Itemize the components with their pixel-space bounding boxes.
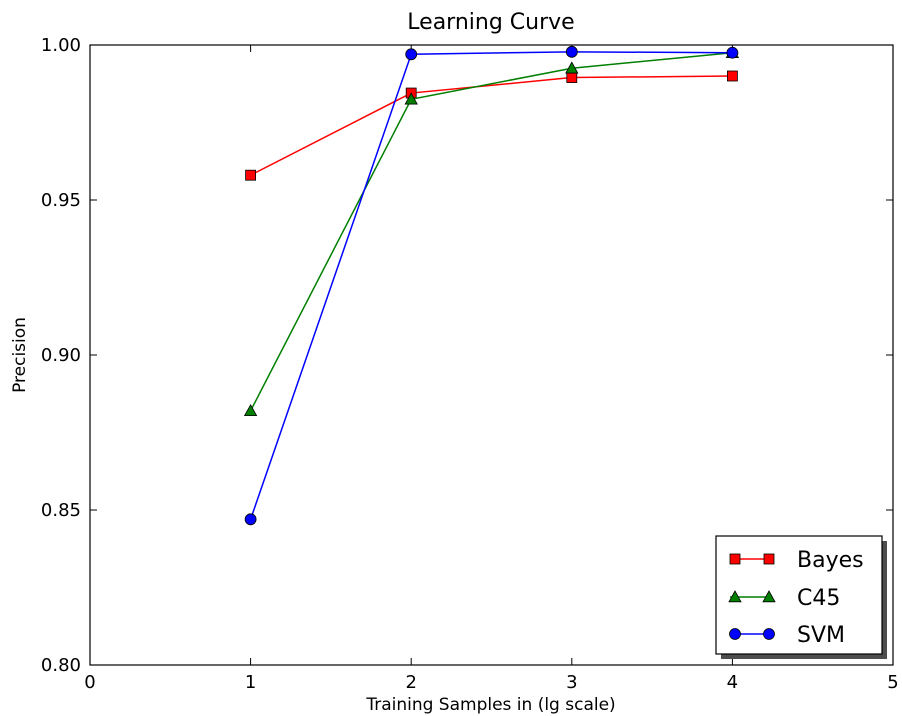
- y-axis-label: Precision: [10, 317, 30, 393]
- data-point-svm: [565, 45, 578, 58]
- data-point-svm: [405, 48, 418, 61]
- legend-label-svm: SVM: [797, 623, 845, 648]
- x-tick-label: 1: [245, 672, 256, 693]
- data-point-bayes: [566, 72, 578, 83]
- y-tick-label: 0.95: [41, 190, 81, 211]
- legend-label-bayes: Bayes: [797, 548, 864, 573]
- series-svm: [244, 45, 739, 526]
- x-axis-label: Training Samples in (lg scale): [365, 695, 615, 715]
- plot-frame: [89, 44, 894, 666]
- legend-marker-c45: [762, 590, 776, 603]
- y-tick-label: 0.85: [41, 500, 81, 521]
- series-line-svm: [249, 51, 733, 520]
- legend-marker-svm: [763, 628, 775, 640]
- axes: 0 1 2 3 4 5 0.80 0.85 0.90 0.95 1.00: [41, 35, 899, 693]
- x-tick-label: 5: [887, 672, 898, 693]
- series-layer: [243, 45, 740, 526]
- x-tick-label: 3: [566, 672, 577, 693]
- y-tick-label: 0.90: [41, 345, 81, 366]
- legend-marker-bayes: [763, 553, 775, 565]
- legend-marker-c45: [728, 590, 742, 603]
- y-tick-label: 0.80: [41, 655, 81, 676]
- y-tick-label: 1.00: [41, 35, 81, 56]
- series-line-c45: [249, 52, 733, 412]
- data-point-c45: [404, 92, 418, 105]
- legend-entry-svm: SVM: [729, 623, 845, 648]
- x-tick-label: 4: [727, 672, 738, 693]
- data-point-svm: [244, 513, 257, 526]
- legend-entry-c45: C45: [728, 586, 840, 611]
- x-tick-label: 2: [405, 672, 416, 693]
- series-line-bayes: [250, 75, 733, 176]
- data-point-bayes: [245, 169, 257, 181]
- data-point-bayes: [727, 70, 738, 82]
- data-point-c45: [565, 61, 579, 74]
- legend-label-c45: C45: [797, 586, 840, 611]
- legend-marker-svm: [729, 628, 741, 640]
- chart-title: Learning Curve: [407, 10, 574, 35]
- legend-entry-bayes: Bayes: [729, 548, 864, 573]
- legend-marker-bayes: [729, 553, 741, 565]
- x-tick-label: 0: [84, 672, 95, 693]
- data-point-c45: [243, 403, 258, 417]
- legend: Bayes C45 SVM: [715, 535, 887, 659]
- legend-entries: Bayes C45 SVM: [728, 548, 864, 648]
- data-point-svm: [726, 46, 739, 59]
